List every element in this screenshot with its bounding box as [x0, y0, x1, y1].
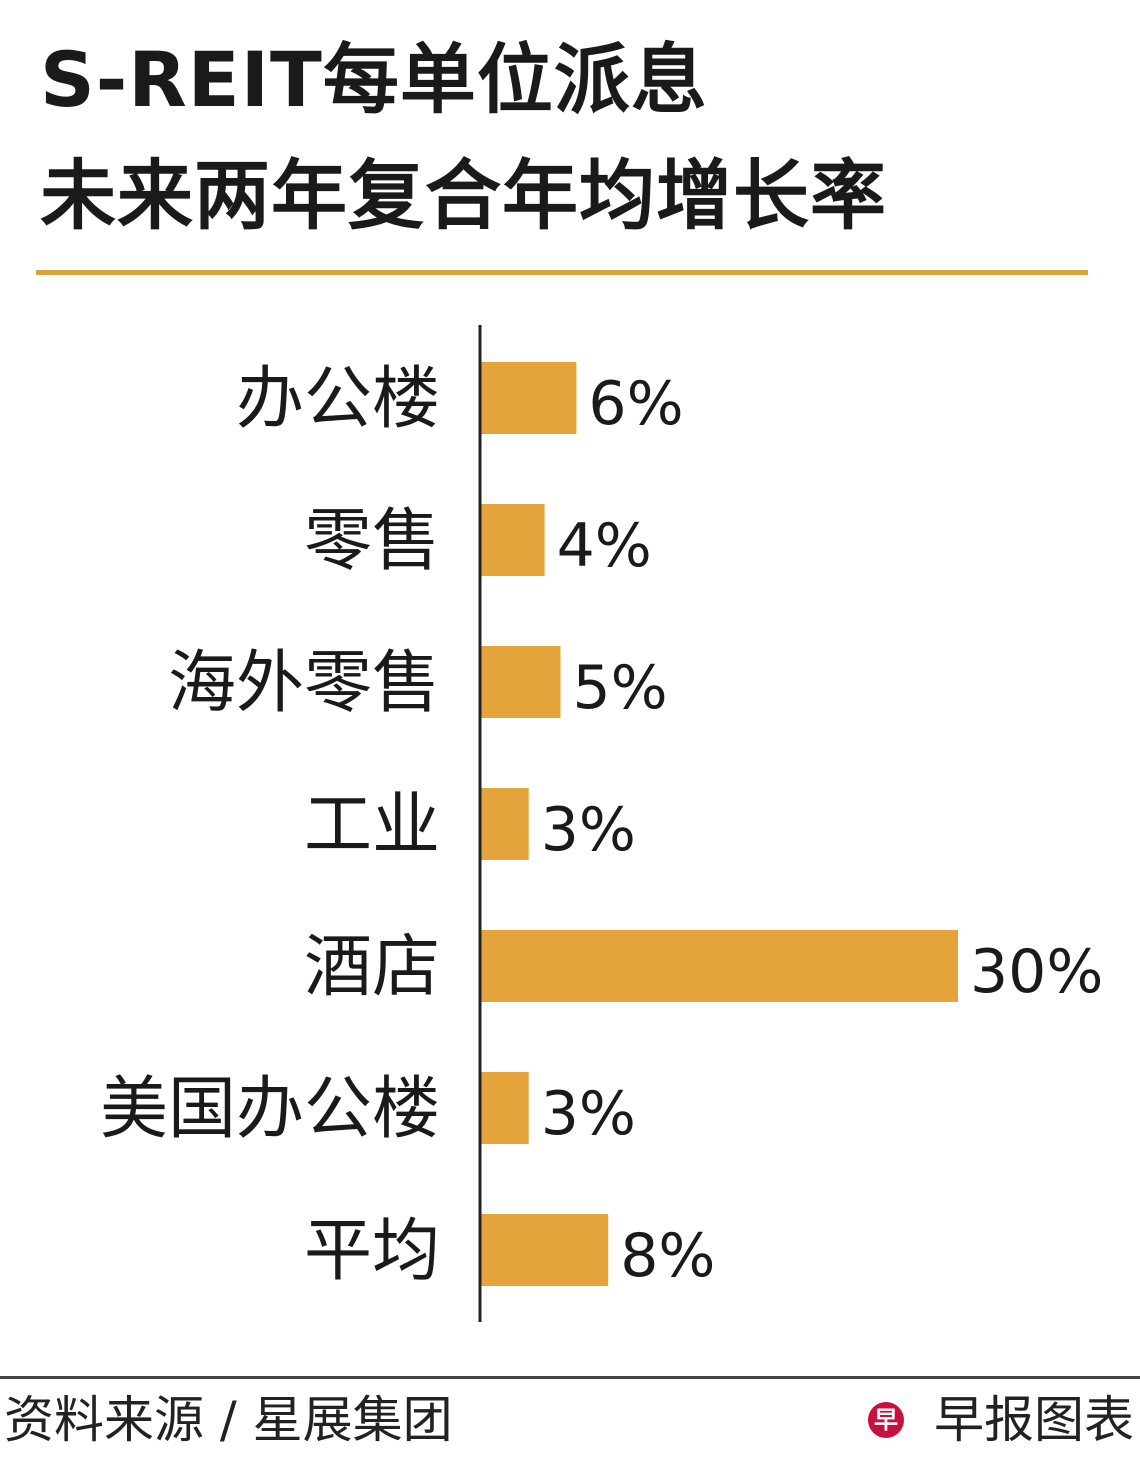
- data-label: 8%: [620, 1221, 715, 1291]
- brand-label: 早报图表: [934, 1391, 1134, 1449]
- bar: [481, 1214, 609, 1286]
- data-label: 4%: [557, 511, 652, 581]
- data-label: 5%: [573, 653, 668, 723]
- source-note: 资料来源 / 星展集团: [4, 1391, 453, 1449]
- category-label: 美国办公楼: [100, 1070, 440, 1149]
- category-label: 工业: [304, 786, 440, 865]
- category-label: 办公楼: [236, 360, 440, 439]
- category-label: 酒店: [304, 928, 440, 1007]
- chart-title-line-2: 未来两年复合年均增长率: [40, 151, 887, 240]
- bar: [481, 362, 577, 434]
- zaobao-logo: 早: [868, 1402, 904, 1438]
- category-label: 平均: [304, 1212, 440, 1291]
- title-divider: [36, 270, 1088, 275]
- bar: [481, 1072, 529, 1144]
- data-label: 3%: [541, 1079, 636, 1149]
- data-label: 30%: [970, 937, 1103, 1007]
- data-label: 3%: [541, 795, 636, 865]
- category-label: 零售: [304, 502, 440, 581]
- bar: [481, 504, 545, 576]
- bar: [481, 788, 529, 860]
- category-label: 海外零售: [168, 644, 440, 723]
- bar: [481, 646, 561, 718]
- bar: [481, 930, 958, 1002]
- chart-title-line-1: S-REIT每单位派息: [40, 35, 708, 124]
- footer-divider: [0, 1376, 1140, 1379]
- data-label: 6%: [588, 369, 683, 439]
